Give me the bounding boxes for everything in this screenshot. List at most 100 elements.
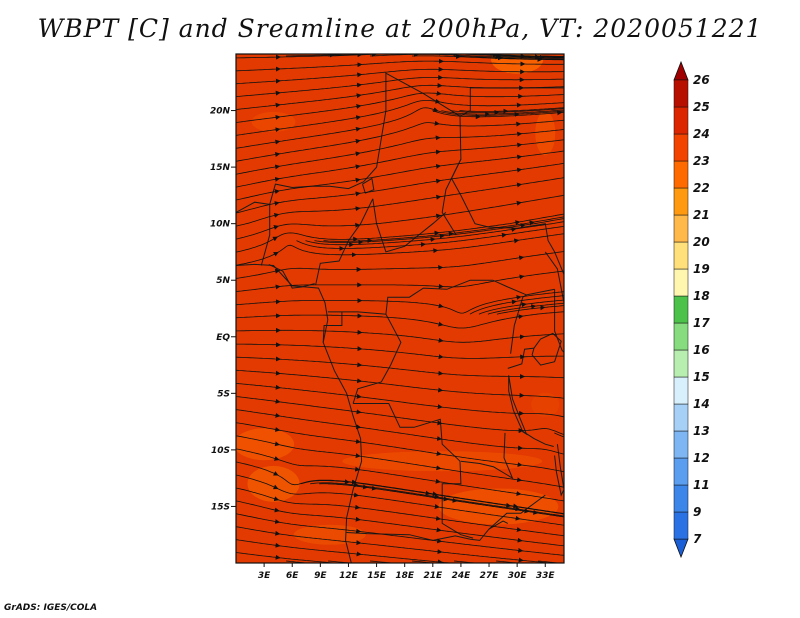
streamline <box>236 213 564 253</box>
streamline <box>236 396 564 435</box>
streamline <box>496 305 564 315</box>
streamline <box>236 107 564 149</box>
colorbar-label: 11 <box>693 478 710 492</box>
colorbar-max-triangle <box>673 60 689 81</box>
coastline-segment <box>363 72 462 236</box>
streamline <box>554 432 564 438</box>
colorbar-label: 22 <box>693 181 710 195</box>
colorbar-swatch <box>673 187 689 216</box>
y-tick-label: 10N <box>210 220 231 230</box>
streamline <box>236 526 554 563</box>
streamline <box>236 251 564 279</box>
streamline <box>236 369 564 399</box>
field-patch <box>247 465 300 502</box>
streamline <box>236 162 564 214</box>
streamline <box>236 487 564 537</box>
colorbar-label: 12 <box>693 451 710 465</box>
streamline-arrow <box>273 496 280 502</box>
streamline <box>236 60 564 72</box>
colorbar-label: 17 <box>693 316 710 330</box>
streamline <box>432 110 564 118</box>
colorbar-label: 24 <box>693 127 710 141</box>
streamline <box>236 382 564 418</box>
y-tick-label: 15S <box>211 502 230 512</box>
streamline <box>469 295 564 315</box>
streamline <box>236 77 564 98</box>
streamline <box>236 84 564 110</box>
streamline <box>328 483 564 518</box>
colorbar-label: 9 <box>693 505 701 519</box>
field-patch <box>531 392 560 417</box>
x-tick-label: 21E <box>423 571 443 581</box>
streamline <box>495 55 564 59</box>
coastline-segment <box>450 158 564 275</box>
coastline-segment <box>346 494 546 541</box>
y-axis: 20N 15N 10N 5N EQ 5S 10S 15S <box>210 107 236 512</box>
streamline <box>369 54 564 59</box>
x-tick-label: 12E <box>339 571 359 581</box>
map-frame <box>235 53 565 564</box>
coastline-segment <box>327 279 555 315</box>
colorbar-label: 15 <box>693 370 710 384</box>
colorbar-swatch <box>673 295 689 324</box>
coastline-segment <box>315 198 374 285</box>
colorbar-label: 21 <box>693 208 710 222</box>
chart-title: WBPT [C] and Sreamline at 200hPa, VT: 20… <box>37 14 763 43</box>
colorbar-swatch <box>673 430 689 459</box>
colorbar-label: 20 <box>693 235 710 249</box>
streamline <box>236 100 564 136</box>
streamline <box>453 55 564 60</box>
x-tick-label: 30E <box>508 571 528 581</box>
colorbar-label: 16 <box>693 343 710 357</box>
coastline-segment <box>362 177 375 194</box>
streamline <box>236 343 564 359</box>
streamline <box>236 194 564 240</box>
colorbar-swatch <box>673 214 689 243</box>
streamline-arrow <box>273 471 279 476</box>
streamline <box>236 150 564 201</box>
streamline <box>236 92 564 123</box>
coastline-segment <box>460 432 514 480</box>
streamline <box>236 409 564 455</box>
colorbar-label: 23 <box>693 154 710 168</box>
coastline-segment <box>554 444 564 497</box>
colorbar-label: 26 <box>693 73 710 87</box>
streamline <box>236 435 564 488</box>
streamline-arrow <box>438 303 444 309</box>
streamline <box>236 329 564 343</box>
colorbar-swatch <box>673 133 689 162</box>
streamline <box>236 291 564 314</box>
y-tick-label: 5N <box>216 276 230 286</box>
streamline <box>236 311 564 329</box>
coastline-segment <box>322 311 343 343</box>
colorbar-swatch <box>673 79 689 108</box>
streamline-arrow <box>274 441 280 447</box>
colorbar-label: 18 <box>693 289 710 303</box>
x-tick-label: 33E <box>536 571 556 581</box>
streamline <box>236 177 564 227</box>
coastline-segment <box>352 313 402 404</box>
streamline <box>236 129 564 175</box>
y-tick-label: EQ <box>216 333 230 343</box>
field-patch <box>293 524 366 545</box>
y-tick-label: 20N <box>210 107 231 117</box>
streamline <box>236 119 564 162</box>
colorbar-swatch <box>673 160 689 189</box>
streamline <box>236 233 564 266</box>
streamline-arrow <box>432 107 439 112</box>
streamline <box>236 500 564 547</box>
streamline-arrow <box>438 321 444 327</box>
colorbar-label: 25 <box>693 100 710 114</box>
y-tick-label: 10S <box>211 446 230 456</box>
streamline <box>236 356 564 379</box>
streamline-arrow <box>272 484 279 490</box>
colorbar-swatch <box>673 322 689 351</box>
colorbar-swatch <box>673 349 689 378</box>
colorbar-swatch <box>673 241 689 270</box>
x-axis: 3E 6E 9E 12E 15E 18E 21E 24E 27E 30E 33E <box>258 563 556 581</box>
streamline <box>236 68 564 85</box>
coastline-segment <box>236 181 364 213</box>
x-tick-label: 18E <box>395 571 415 581</box>
colorbar-swatch <box>673 511 689 540</box>
streamline-arrow <box>274 507 280 513</box>
